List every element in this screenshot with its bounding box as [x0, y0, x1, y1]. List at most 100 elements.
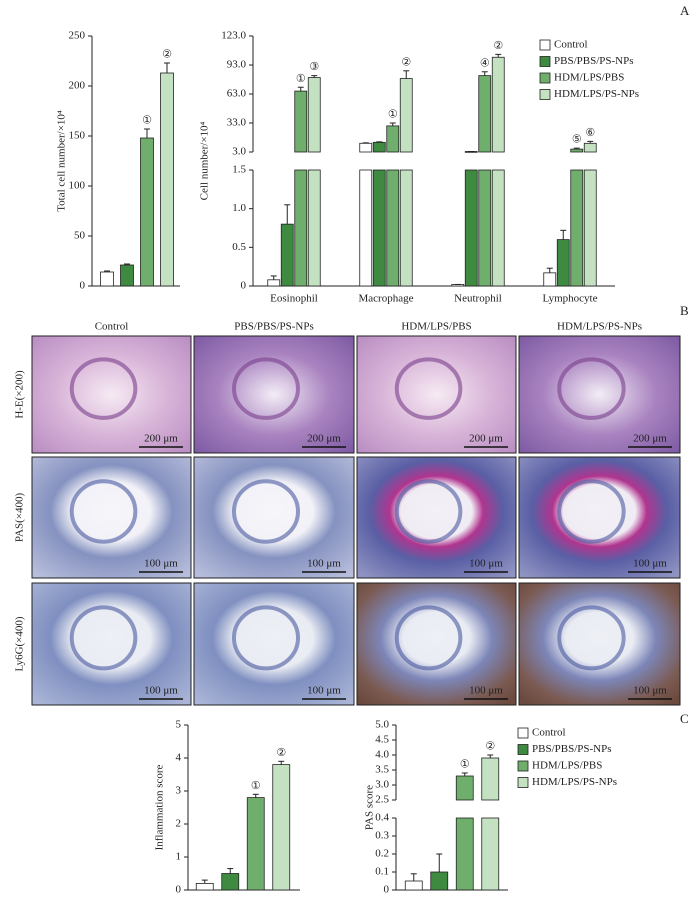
column-header: HDM/LPS/PS-NPs	[557, 321, 642, 333]
y-tick-label: 0.5	[232, 241, 246, 253]
micrograph	[31, 335, 192, 454]
y-tick-label: 50	[74, 230, 86, 242]
bar	[280, 223, 294, 287]
bar	[556, 239, 570, 287]
legend-swatch	[539, 39, 551, 51]
y-tick-label: 33.0	[227, 117, 247, 129]
bar	[481, 817, 500, 891]
annotation: ⑥	[585, 127, 595, 139]
bar	[294, 169, 308, 287]
bar	[583, 169, 597, 287]
scale-bar-label: 100 μm	[633, 685, 667, 697]
micrograph	[193, 582, 355, 706]
y-tick-label: 3	[176, 785, 182, 797]
legend-label: HDM/LPS/PBS	[532, 760, 602, 772]
column-header: PBS/PBS/PS-NPs	[234, 321, 314, 333]
row-label: H-E(×200)	[14, 370, 26, 419]
bar	[455, 775, 474, 801]
y-tick-label: 4.5	[375, 734, 389, 746]
bar	[272, 764, 291, 891]
y-axis-label: Cell number/×10⁴	[199, 121, 211, 200]
legend-label: HDM/LPS/PBS	[554, 72, 624, 84]
bar	[399, 169, 413, 287]
bar	[455, 817, 474, 891]
y-tick-label: 3.0	[375, 779, 389, 791]
bar	[543, 272, 557, 287]
scale-bar-label: 200 μm	[307, 433, 341, 445]
bar	[478, 169, 492, 287]
annotation: ①	[460, 759, 470, 771]
scale-bar-label: 100 μm	[144, 685, 178, 697]
y-tick-label: 5	[176, 719, 182, 731]
scale-bar-label: 200 μm	[469, 433, 503, 445]
bar	[372, 169, 386, 287]
annotation: ①	[388, 109, 398, 121]
y-tick-label: 63.0	[227, 88, 247, 100]
bar	[430, 871, 449, 891]
y-tick-label: 200	[69, 80, 86, 92]
y-tick-label: 0	[176, 884, 182, 896]
bar	[160, 72, 174, 287]
annotation: ②	[162, 49, 172, 61]
y-tick-label: 93.0	[227, 59, 247, 71]
y-tick-label: 2.5	[375, 794, 389, 806]
bar	[491, 169, 505, 287]
bar	[372, 141, 386, 153]
bar	[267, 279, 281, 287]
y-tick-label: 0.1	[375, 866, 389, 878]
bar	[464, 169, 478, 287]
micrograph	[31, 456, 192, 579]
legend-swatch	[517, 760, 529, 772]
legend-swatch	[539, 72, 551, 84]
y-tick-label: 0	[80, 280, 86, 292]
legend-label: PBS/PBS/PS-NPs	[532, 743, 612, 755]
scale-bar-label: 100 μm	[633, 558, 667, 570]
airway	[232, 479, 300, 544]
column-header: HDM/LPS/PBS	[401, 321, 471, 333]
legend-swatch	[539, 89, 551, 100]
scale-bar-label: 100 μm	[469, 558, 503, 570]
micrograph	[518, 582, 681, 706]
bar	[140, 137, 154, 287]
bar	[120, 264, 134, 287]
airway	[394, 605, 463, 671]
y-tick-label: 0	[384, 884, 390, 896]
scale-bar-label: 100 μm	[307, 685, 341, 697]
y-tick-label: 123.0	[221, 30, 246, 42]
annotation: ④	[480, 57, 490, 69]
bar	[100, 271, 114, 287]
y-tick-label: 3.5	[375, 764, 389, 776]
x-tick-label: Neutrophil	[454, 293, 502, 305]
bar	[359, 142, 373, 153]
scale-bar-label: 100 μm	[307, 558, 341, 570]
panel-label: B	[680, 303, 689, 318]
y-tick-label: 1.5	[232, 164, 246, 176]
micrograph	[193, 456, 355, 579]
annotation: ③	[309, 61, 319, 73]
y-tick-label: 1	[176, 851, 182, 863]
airway	[232, 605, 300, 671]
micrograph	[31, 582, 192, 706]
legend-swatch	[517, 744, 529, 755]
bar	[399, 78, 413, 153]
y-tick-label: 250	[69, 30, 86, 42]
bar	[195, 883, 214, 891]
y-tick-label: 3.0	[232, 146, 246, 158]
bar	[481, 757, 500, 801]
panel-label: A	[680, 3, 690, 18]
annotation: ②	[276, 747, 286, 759]
micrograph	[356, 456, 517, 579]
legend-label: HDM/LPS/PS-NPs	[554, 88, 639, 100]
airway	[69, 479, 138, 544]
scale-bar-label: 200 μm	[633, 433, 667, 445]
airway	[557, 357, 626, 420]
y-tick-label: 100	[69, 180, 86, 192]
bar	[386, 125, 400, 153]
y-tick-label: 1.0	[232, 202, 246, 214]
bar	[246, 797, 265, 891]
airway	[232, 357, 300, 420]
legend-swatch	[539, 56, 551, 67]
y-tick-label: 0.2	[375, 848, 389, 860]
y-axis-label: Inflammation score	[154, 764, 166, 850]
airway	[69, 605, 138, 671]
